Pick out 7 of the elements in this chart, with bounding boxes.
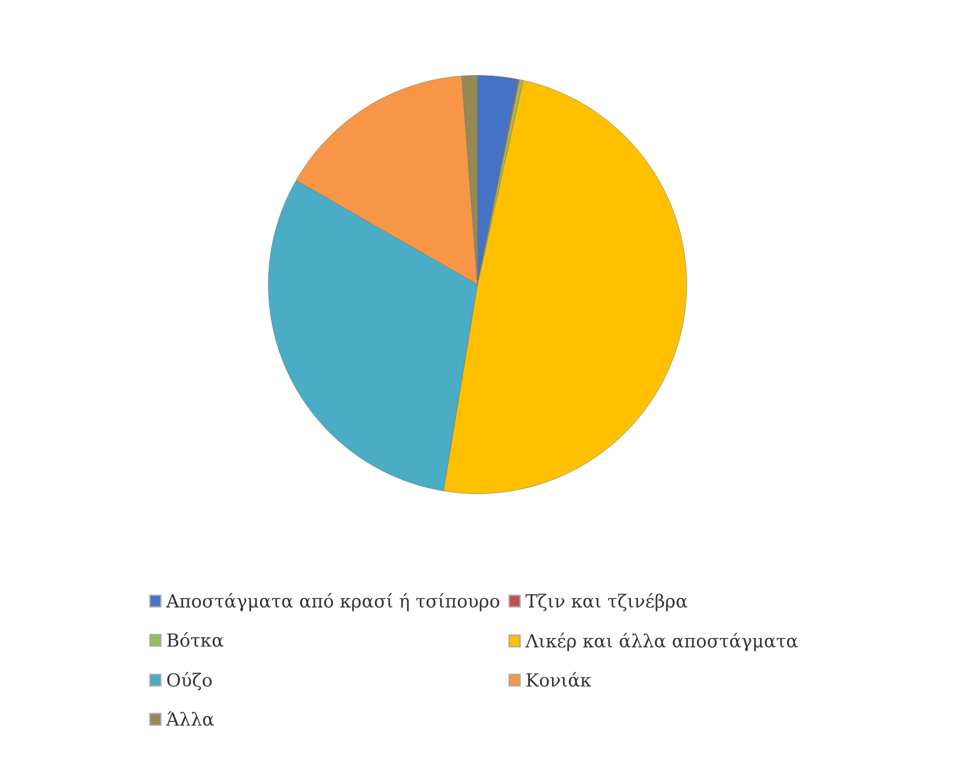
legend-label: Λικέρ και άλλα αποστάγματα	[525, 632, 798, 652]
legend-label: Αποστάγματα από κρασί ή τσίπουρο	[166, 593, 500, 612]
legend-label: Βότκα	[167, 632, 224, 647]
legend-label: Κονιάκ	[526, 672, 592, 687]
legend-label: Τζιν και τζινέβρα	[526, 593, 688, 612]
legend-label: Άλλα	[166, 711, 214, 726]
legend-label: Ούζο	[167, 672, 212, 690]
